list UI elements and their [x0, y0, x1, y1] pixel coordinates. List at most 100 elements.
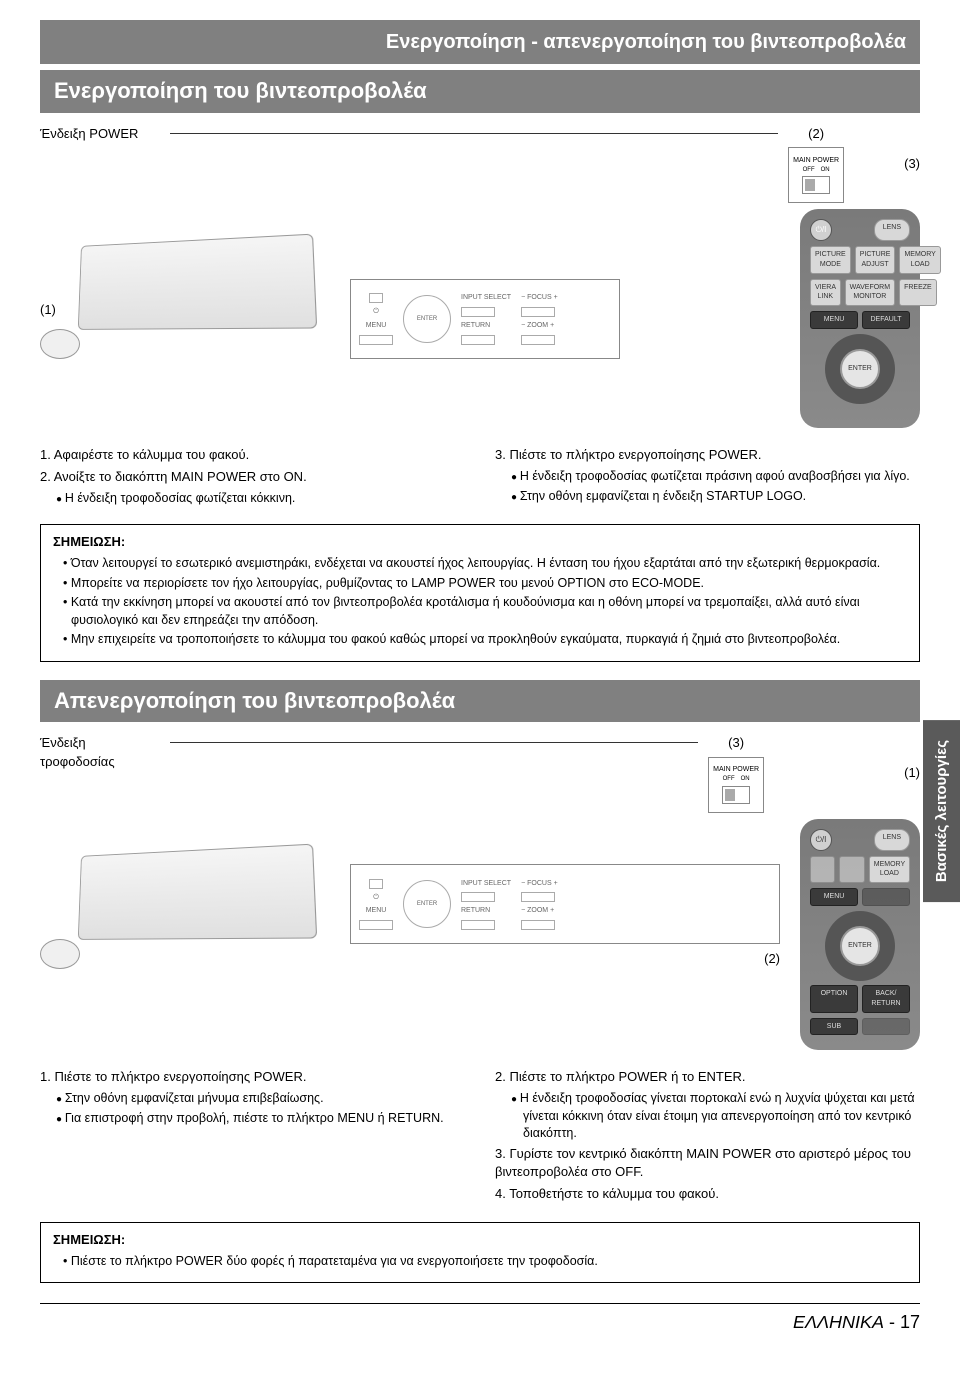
leader-line — [170, 133, 778, 134]
diagram-on: (1) ⏻ MENU ENTER INPUT SELECT RETURN − F… — [40, 209, 920, 428]
panel-col-input: INPUT SELECT RETURN — [461, 293, 511, 345]
note-box-1: ΣΗΜΕΙΩΣΗ: Όταν λειτουργεί το εσωτερικό α… — [40, 524, 920, 662]
off-steps: 1. Πιέστε το πλήκτρο ενεργοποίησης POWER… — [40, 1068, 920, 1207]
panel-menu-button-2 — [359, 920, 393, 930]
section-off-header: Απενεργοποίηση του βιντεοπροβολέα — [40, 680, 920, 723]
projector-illustration-2 — [40, 819, 340, 969]
panel-power-icon: ⏻ — [373, 307, 379, 317]
indicator-supply-row: Ένδειξη τροφοδοσίας (3) MAIN POWER OFF O… — [40, 734, 920, 812]
on-steps-left: 1. Αφαιρέστε το κάλυμμα του φακού. 2. Αν… — [40, 446, 465, 510]
remote-dpad: ENTER — [825, 334, 895, 404]
note1-title: ΣΗΜΕΙΩΣΗ: — [53, 533, 907, 551]
switch-on-label-2: ON — [741, 775, 750, 783]
switch-on-label: ON — [821, 166, 830, 174]
panel-focus: FOCUS — [527, 294, 552, 301]
note1-item-2: Μπορείτε να περιορίσετε τον ήχο λειτουργ… — [63, 575, 907, 593]
on-step-3-bullet-2: Στην οθόνη εμφανίζεται η ένδειξη STARTUP… — [511, 488, 920, 506]
note1-item-4: Μην επιχειρείτε να τροποποιήσετε το κάλυ… — [63, 631, 907, 649]
indicator-supply-label: Ένδειξη τροφοδοσίας — [40, 734, 160, 770]
panel-menu-label: MENU — [366, 321, 387, 331]
on-step-3: 3. Πιέστε το πλήκτρο ενεργοποίησης POWER… — [495, 446, 920, 464]
page-number-lang: ΕΛΛΗΝΙΚΑ — [793, 1312, 884, 1332]
leader-line-2 — [170, 742, 698, 743]
panel-return-2: RETURN — [461, 906, 511, 916]
panel-plus3: + — [554, 880, 558, 887]
on-steps: 1. Αφαιρέστε το κάλυμμα του φακού. 2. Αν… — [40, 446, 920, 510]
panel-plus2: + — [550, 322, 554, 329]
switch-title: MAIN POWER — [793, 156, 839, 166]
marker-3a: (3) — [904, 155, 920, 173]
panel-zoom-button-2 — [521, 920, 555, 930]
remote2-btn-a — [810, 856, 835, 884]
section-on-header: Ενεργοποίηση του βιντεοπροβολέα — [40, 70, 920, 113]
panel-dpad: ENTER — [403, 295, 451, 343]
marker-2b: (2) — [764, 951, 780, 966]
panel-minus3: − — [521, 880, 525, 887]
panel-focus-button — [521, 307, 555, 317]
page-number: ΕΛΛΗΝΙΚΑ - 17 — [40, 1303, 920, 1335]
remote-lens-button: LENS — [874, 219, 910, 241]
panel-input-select: INPUT SELECT — [461, 293, 511, 303]
remote2-default — [862, 888, 910, 906]
page-number-num: - 17 — [884, 1312, 920, 1332]
remote-bottom: ⏻/I LENS MEMORY LOAD MENU ENTER OPTION B… — [800, 819, 920, 1051]
panel-dpad-2: ENTER — [403, 880, 451, 928]
lens-cap-icon-2 — [40, 939, 80, 969]
panel-zoom-button — [521, 335, 555, 345]
off-steps-left: 1. Πιέστε το πλήκτρο ενεργοποίησης POWER… — [40, 1068, 465, 1207]
panel-return-button-2 — [461, 920, 495, 930]
power-button-icon-2 — [369, 879, 383, 889]
section-off-title: Απενεργοποίηση του βιντεοπροβολέα — [54, 688, 455, 713]
on-step-2: 2. Ανοίξτε το διακόπτη MAIN POWER στο ΟΝ… — [40, 468, 465, 486]
marker-2: (2) — [808, 125, 824, 143]
remote-power-button: ⏻/I — [810, 219, 832, 241]
off-step-1-bullet-2: Για επιστροφή στην προβολή, πιέστε το πλ… — [56, 1110, 465, 1128]
panel-focus-button-2 — [521, 892, 555, 902]
remote2-sub: SUB — [810, 1018, 858, 1036]
remote2-power-button: ⏻/I — [810, 829, 832, 851]
panel-return: RETURN — [461, 321, 511, 331]
on-step-2-bullet-1: Η ένδειξη τροφοδοσίας φωτίζεται κόκκινη. — [56, 490, 465, 508]
panel-focus-2: FOCUS — [527, 880, 552, 887]
remote2-blank — [862, 1018, 910, 1036]
off-step-1: 1. Πιέστε το πλήκτρο ενεργοποίησης POWER… — [40, 1068, 465, 1086]
switch-toggle — [802, 176, 830, 194]
panel-return-button — [461, 335, 495, 345]
panel-plus4: + — [550, 907, 554, 914]
lens-cap-icon — [40, 329, 80, 359]
panel-zoom-2: ZOOM — [527, 907, 548, 914]
page-title-bar: Ενεργοποίηση - απενεργοποίηση του βιντεο… — [40, 20, 920, 64]
panel-col-focus-2: − FOCUS + − ZOOM + — [521, 879, 558, 931]
marker-1: (1) — [40, 301, 56, 319]
remote-top: ⏻/I LENS PICTURE MODE PICTURE ADJUST MEM… — [800, 209, 920, 428]
panel-minus2: − — [521, 322, 525, 329]
note1-item-3: Κατά την εκκίνηση μπορεί να ακουστεί από… — [63, 594, 907, 629]
panel-input-select-2: INPUT SELECT — [461, 879, 511, 889]
section-on-title: Ενεργοποίηση του βιντεοπροβολέα — [54, 78, 427, 103]
switch-off-label-2: OFF — [723, 775, 735, 783]
switch-callout: (2) MAIN POWER OFF ON — [788, 125, 844, 203]
remote2-memory-load: MEMORY LOAD — [869, 856, 910, 884]
projector-illustration: (1) — [40, 209, 340, 359]
panel-col-input-2: INPUT SELECT RETURN — [461, 879, 511, 931]
side-tab: Βασικές λειτουργίες — [923, 720, 960, 902]
projector-body-2 — [78, 843, 317, 939]
main-power-switch: MAIN POWER OFF ON — [788, 147, 844, 203]
remote-enter: ENTER — [840, 349, 880, 389]
panel-minus1: − — [521, 294, 525, 301]
on-step-3-bullet-1: Η ένδειξη τροφοδοσίας φωτίζεται πράσινη … — [511, 468, 920, 486]
remote2-enter: ENTER — [840, 926, 880, 966]
panel-col-focus: − FOCUS + − ZOOM + — [521, 293, 558, 345]
on-step-1: 1. Αφαιρέστε το κάλυμμα του φακού. — [40, 446, 465, 464]
remote2-btn-b — [839, 856, 864, 884]
remote-memory-load: MEMORY LOAD — [899, 246, 940, 274]
off-step-4: 4. Τοποθετήστε το κάλυμμα του φακού. — [495, 1185, 920, 1203]
remote2-menu: MENU — [810, 888, 858, 906]
panel-menu-button — [359, 335, 393, 345]
projector-body — [78, 234, 317, 330]
off-step-2-bullet-1: Η ένδειξη τροφοδοσίας γίνεται πορτοκαλί … — [511, 1090, 920, 1143]
remote2-dpad: ENTER — [825, 911, 895, 981]
panel-zoom: ZOOM — [527, 322, 548, 329]
note2-title: ΣΗΜΕΙΩΣΗ: — [53, 1231, 907, 1249]
side-tab-label: Βασικές λειτουργίες — [933, 740, 950, 882]
